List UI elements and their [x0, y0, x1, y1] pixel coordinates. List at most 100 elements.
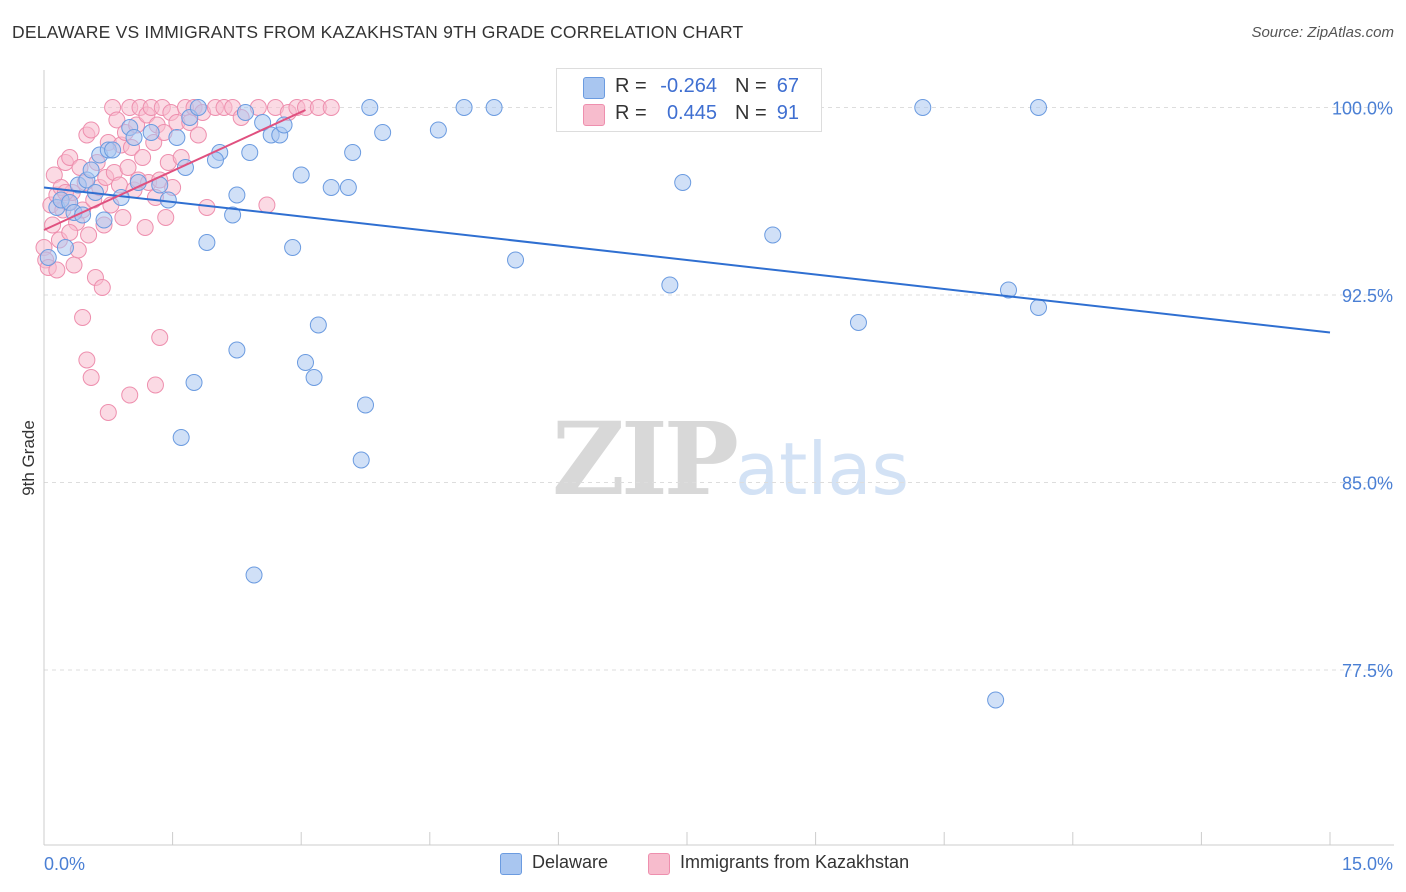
legend-row-kazakhstan: R = 0.445 N = 91 [557, 100, 821, 128]
point-delaware [228, 341, 246, 359]
point-delaware [455, 99, 473, 116]
point-delaware [104, 141, 122, 159]
legend-swatch-pink [583, 104, 605, 126]
point-delaware [352, 451, 370, 469]
x-tick-label: 0.0% [44, 854, 85, 874]
point-delaware [284, 239, 302, 256]
point-kazakhstan [99, 404, 117, 421]
point-delaware [125, 129, 143, 146]
series-swatch-pink [648, 853, 670, 875]
point-delaware [168, 129, 186, 146]
point-delaware [296, 354, 314, 371]
point-delaware [661, 276, 679, 294]
point-delaware [429, 121, 447, 139]
point-kazakhstan [82, 121, 100, 139]
point-kazakhstan [108, 111, 126, 129]
legend-r-label: R = [615, 102, 647, 124]
point-delaware [198, 234, 216, 251]
point-kazakhstan [82, 369, 100, 386]
point-delaware [245, 566, 263, 584]
point-delaware [485, 99, 503, 116]
watermark-zip: ZIP [552, 400, 739, 518]
point-kazakhstan [258, 196, 276, 214]
series-legend-label: Immigrants from Kazakhstan [680, 852, 910, 872]
point-delaware [674, 174, 692, 191]
legend-n-label: N = [735, 102, 767, 124]
point-kazakhstan [65, 256, 83, 274]
legend-n-value: 91 [776, 102, 799, 124]
chart-title: DELAWARE VS IMMIGRANTS FROM KAZAKHSTAN 9… [12, 22, 744, 42]
correlation-legend: R = -0.264 N = 67 R = 0.445 N = 91 [556, 68, 822, 132]
point-kazakhstan [157, 209, 175, 226]
point-delaware [309, 316, 327, 334]
point-delaware [39, 249, 57, 266]
point-kazakhstan [78, 351, 96, 369]
legend-r-value: -0.264 [660, 75, 717, 97]
point-delaware [56, 239, 74, 256]
point-kazakhstan [189, 126, 207, 144]
legend-r-label: R = [615, 75, 647, 97]
point-delaware [507, 251, 525, 269]
legend-n-value: 67 [776, 75, 799, 97]
trendline-delaware [43, 186, 1331, 334]
point-delaware [339, 179, 357, 196]
watermark: ZIPatlas [552, 400, 909, 518]
point-delaware [172, 429, 190, 446]
chart-source: Source: ZipAtlas.com [1251, 24, 1394, 41]
legend-row-delaware: R = -0.264 N = 67 [557, 73, 821, 101]
point-kazakhstan [61, 224, 79, 241]
point-kazakhstan [119, 159, 137, 176]
point-kazakhstan [136, 219, 154, 236]
point-delaware [292, 166, 310, 184]
point-delaware [374, 124, 392, 141]
watermark-atlas: atlas [734, 427, 909, 511]
point-delaware [228, 186, 246, 204]
labels-layer: 77.5% 85.0% 92.5% 100.0% 0.0% 15.0% 9th Grade [19, 99, 1393, 875]
point-kazakhstan [322, 99, 340, 116]
point-delaware [344, 144, 362, 161]
series-swatch-blue [500, 853, 522, 875]
point-kazakhstan [134, 149, 152, 166]
point-kazakhstan [93, 279, 111, 296]
point-delaware [189, 99, 207, 116]
point-delaware [224, 206, 242, 224]
point-delaware [95, 211, 113, 229]
point-delaware [1030, 299, 1048, 316]
point-delaware [142, 124, 160, 141]
point-delaware [357, 396, 374, 414]
y-tick-label: 85.0% [1342, 474, 1393, 494]
point-kazakhstan [121, 386, 139, 404]
point-delaware [185, 374, 203, 391]
point-delaware [322, 179, 340, 196]
point-delaware [305, 369, 323, 386]
point-delaware [82, 161, 100, 179]
y-tick-label: 100.0% [1332, 99, 1393, 119]
legend-n-label: N = [735, 75, 767, 97]
grid-layer [44, 107, 1394, 671]
series-legend-label: Delaware [532, 852, 609, 872]
point-kazakhstan [146, 376, 164, 394]
point-delaware [241, 144, 259, 161]
trend-layer [43, 109, 1331, 334]
y-tick-label: 92.5% [1342, 286, 1393, 306]
axes-layer [43, 70, 1394, 846]
point-delaware [849, 314, 867, 331]
point-delaware [1000, 281, 1017, 299]
point-kazakhstan [74, 309, 92, 326]
legend-swatch-blue [583, 77, 605, 99]
point-delaware [236, 104, 254, 121]
legend-r-value: 0.445 [666, 102, 717, 124]
point-delaware [914, 99, 932, 116]
point-delaware [1030, 99, 1048, 116]
point-delaware [361, 99, 379, 116]
point-kazakhstan [151, 329, 169, 346]
point-delaware [764, 226, 782, 244]
point-kazakhstan [48, 261, 66, 279]
point-kazakhstan [80, 226, 98, 244]
trendline-kazakhstan [43, 109, 306, 231]
point-kazakhstan [61, 149, 79, 166]
point-kazakhstan [114, 209, 132, 226]
point-delaware [987, 691, 1005, 709]
y-axis-label: 9th Grade [19, 420, 38, 496]
